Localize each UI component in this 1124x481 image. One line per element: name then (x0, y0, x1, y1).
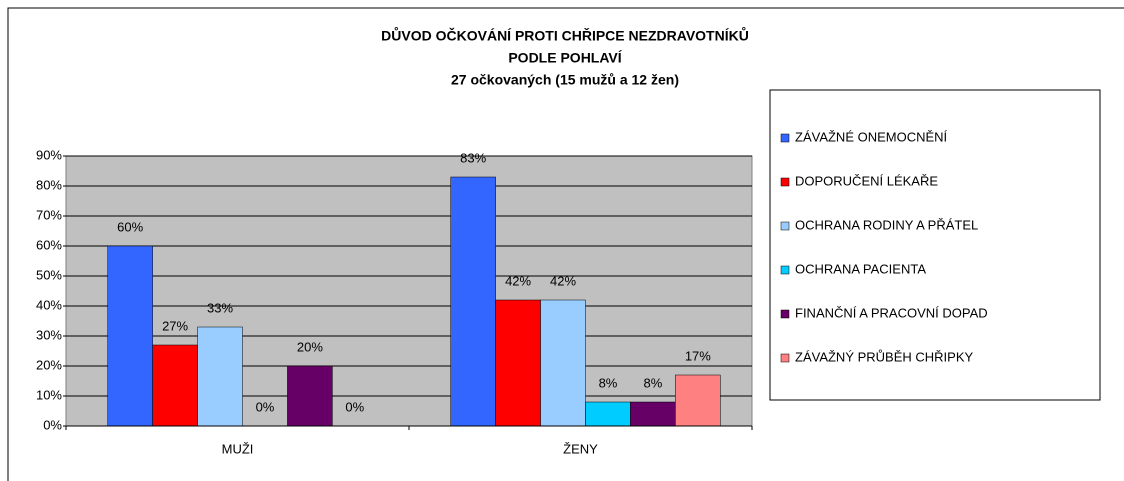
value-label: 8% (599, 375, 618, 390)
legend-label: OCHRANA PACIENTA (795, 261, 926, 276)
bar (197, 326, 243, 427)
bar (675, 374, 721, 427)
value-label: 17% (685, 348, 711, 363)
legend-swatch (780, 177, 790, 187)
x-tick-label: ŽENY (563, 441, 598, 456)
value-label: 20% (297, 339, 323, 354)
y-tick-label: 0% (43, 417, 62, 432)
legend-label: OCHRANA RODINY A PŘÁTEL (795, 217, 978, 232)
y-tick-label: 30% (36, 327, 62, 342)
chart-title: PODLE POHLAVÍ (508, 50, 622, 66)
y-tick-label: 60% (36, 237, 62, 252)
value-label: 0% (345, 399, 364, 414)
value-label: 42% (505, 273, 531, 288)
legend-label: FINANČNÍ A PRACOVNÍ DOPAD (795, 305, 988, 320)
y-tick-label: 80% (36, 177, 62, 192)
legend-swatch (780, 265, 790, 275)
value-label: 27% (162, 318, 188, 333)
legend-label: DOPORUČENÍ LÉKAŘE (795, 173, 938, 188)
y-tick-label: 40% (36, 297, 62, 312)
bar (495, 299, 541, 427)
value-label: 42% (550, 273, 576, 288)
chart-border (7, 7, 1124, 481)
bar (450, 176, 496, 427)
bar (540, 299, 586, 427)
value-label: 60% (117, 219, 143, 234)
chart-title: DŮVOD OČKOVÁNÍ PROTI CHŘIPCE NEZDRAVOTNÍ… (381, 26, 749, 44)
value-label: 0% (256, 399, 275, 414)
chart-title: 27 očkovaných (15 mužů a 12 žen) (451, 72, 679, 88)
x-tick-label: MUŽI (222, 441, 254, 456)
bar (152, 344, 198, 427)
legend-label: ZÁVAŽNÉ ONEMOCNĚNÍ (795, 129, 948, 144)
bar (287, 365, 333, 427)
y-tick-label: 20% (36, 357, 62, 372)
legend-label: ZÁVAŽNÝ PRŮBĚH CHŘIPKY (795, 349, 974, 364)
y-tick-label: 70% (36, 207, 62, 222)
legend-swatch (780, 309, 790, 319)
bar (630, 401, 676, 427)
value-label: 8% (644, 375, 663, 390)
legend (769, 89, 1101, 401)
value-label: 83% (460, 150, 486, 165)
bar (585, 401, 631, 427)
legend-swatch (780, 221, 790, 231)
y-tick-label: 90% (36, 147, 62, 162)
bar (107, 245, 153, 427)
legend-swatch (780, 353, 790, 363)
y-tick-label: 50% (36, 267, 62, 282)
legend-swatch (780, 133, 790, 143)
value-label: 33% (207, 300, 233, 315)
y-tick-label: 10% (36, 387, 62, 402)
